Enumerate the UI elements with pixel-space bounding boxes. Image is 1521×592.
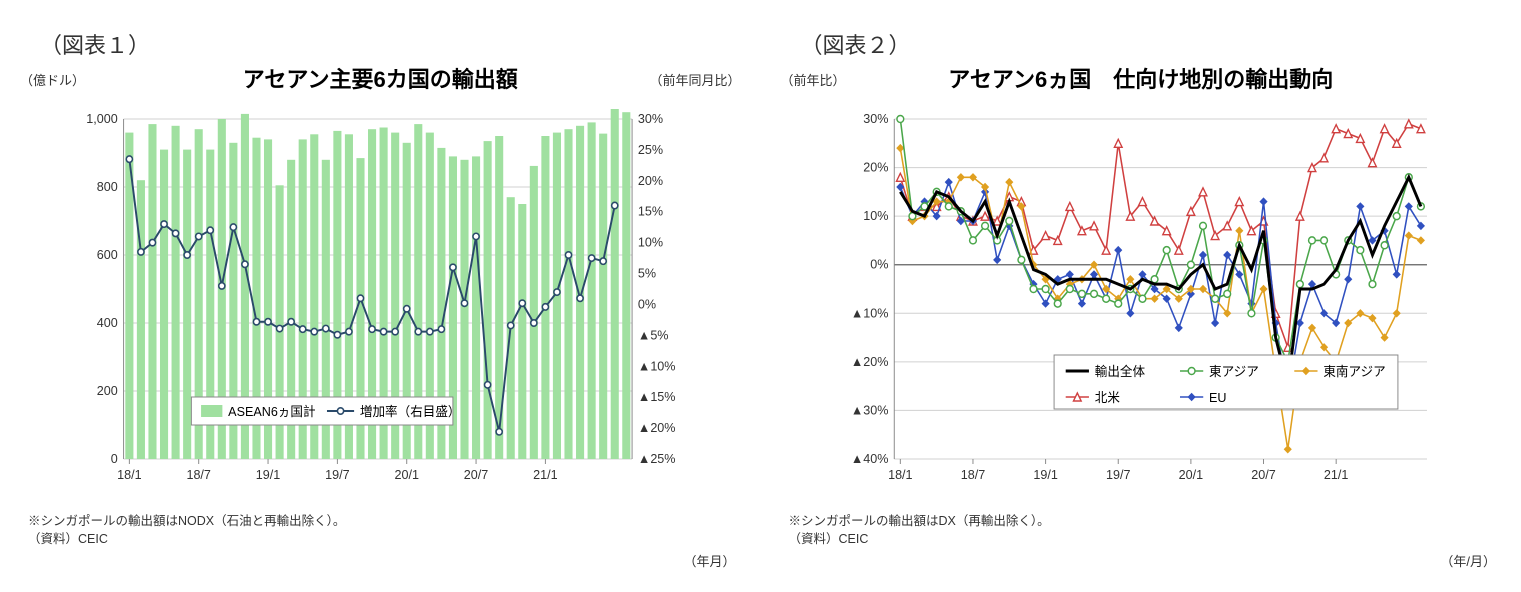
svg-text:21/1: 21/1 — [1323, 467, 1347, 482]
svg-text:30%: 30% — [638, 111, 663, 126]
chart2-plot: 30% 20% 10% 0% ▲10% ▲20% ▲30% ▲40%18/1 18/7 19/1 1… — [841, 109, 1442, 489]
svg-text:18/1: 18/1 — [888, 467, 912, 482]
svg-text:北米: 北米 — [1094, 390, 1119, 405]
svg-text:▲25%: ▲25% — [638, 451, 676, 466]
svg-text:▲5%: ▲5% — [638, 327, 669, 342]
svg-text:20/1: 20/1 — [394, 467, 418, 482]
svg-text:▲20%: ▲20% — [638, 420, 676, 435]
svg-text:▲15%: ▲15% — [638, 389, 676, 404]
chart2-caption: （図表２） — [801, 28, 911, 60]
svg-text:19/1: 19/1 — [1033, 467, 1057, 482]
svg-text:EU: EU — [1209, 390, 1226, 405]
svg-text:▲10%: ▲10% — [850, 305, 888, 320]
svg-text:600: 600 — [97, 247, 118, 262]
chart1-caption: （図表１） — [40, 28, 150, 60]
chart2-panel: （図表２） アセアン6ヵ国 仕向け地別の輸出動向 （前年比） 30% 20% 10%… — [761, 0, 1521, 592]
svg-text:▲30%: ▲30% — [850, 402, 888, 417]
svg-text:30%: 30% — [863, 111, 888, 126]
chart1-plot: 0 200 400 600 800 1,000 30% 25% 20% 15% 10% 5% 0% ▲5%… — [80, 109, 681, 489]
chart2-y-left-label: （前年比） — [781, 70, 846, 89]
svg-text:増加率（右目盛）: 増加率（右目盛） — [360, 404, 461, 419]
svg-text:東アジア: 東アジア — [1209, 364, 1259, 379]
svg-text:15%: 15% — [638, 204, 663, 219]
svg-text:18/1: 18/1 — [117, 467, 141, 482]
chart2-svg: 30% 20% 10% 0% ▲10% ▲20% ▲30% ▲40%18/1 18/7 19/1 1… — [841, 109, 1442, 489]
svg-text:400: 400 — [97, 315, 118, 330]
svg-text:1,000: 1,000 — [86, 111, 117, 126]
svg-text:0%: 0% — [638, 296, 656, 311]
svg-text:18/7: 18/7 — [186, 467, 210, 482]
chart1-y-right-label: （前年同月比） — [649, 70, 740, 89]
chart1-svg: 0 200 400 600 800 1,000 30% 25% 20% 15% 10% 5% 0% ▲5%… — [80, 109, 681, 489]
chart1-footnote-1: ※シンガポールの輸出額はNODX（石油と再輸出除く）。 — [28, 514, 345, 528]
svg-text:800: 800 — [97, 179, 118, 194]
svg-text:19/1: 19/1 — [256, 467, 280, 482]
svg-text:▲20%: ▲20% — [850, 354, 888, 369]
chart2-title: アセアン6ヵ国 仕向け地別の輸出動向 — [781, 62, 1502, 94]
svg-text:19/7: 19/7 — [325, 467, 349, 482]
chart2-x-title: （年/月） — [1440, 551, 1496, 570]
chart1-footnote-2: （資料）CEIC — [28, 532, 108, 546]
chart1-x-title: （年月） — [683, 551, 735, 570]
chart2-footnote-2: （資料）CEIC — [789, 532, 869, 546]
svg-text:18/7: 18/7 — [960, 467, 984, 482]
svg-text:輸出全体: 輸出全体 — [1094, 364, 1145, 379]
svg-text:東南アジア: 東南アジア — [1323, 364, 1385, 379]
svg-text:0%: 0% — [870, 257, 888, 272]
svg-text:5%: 5% — [638, 265, 656, 280]
svg-text:20/7: 20/7 — [1251, 467, 1275, 482]
svg-text:20%: 20% — [863, 159, 888, 174]
chart1-y-left-label: （億ドル） — [20, 70, 85, 89]
chart1-panel: （図表１） アセアン主要6カ国の輸出額 （億ドル） （前年同月比） 0 200 40… — [0, 0, 761, 592]
svg-text:▲10%: ▲10% — [638, 358, 676, 373]
chart2-footnote: ※シンガポールの輸出額はDX（再輸出除く）。 （資料）CEIC — [789, 513, 1050, 548]
svg-text:200: 200 — [97, 383, 118, 398]
svg-text:19/7: 19/7 — [1106, 467, 1130, 482]
svg-text:20%: 20% — [638, 173, 663, 188]
chart1-title: アセアン主要6カ国の輸出額 — [20, 62, 741, 94]
svg-text:▲40%: ▲40% — [850, 451, 888, 466]
svg-text:21/1: 21/1 — [533, 467, 557, 482]
svg-text:10%: 10% — [863, 208, 888, 223]
svg-text:20/7: 20/7 — [464, 467, 488, 482]
svg-text:ASEAN6ヵ国計: ASEAN6ヵ国計 — [228, 404, 316, 419]
chart2-footnote-1: ※シンガポールの輸出額はDX（再輸出除く）。 — [789, 514, 1050, 528]
svg-text:20/1: 20/1 — [1178, 467, 1202, 482]
svg-text:10%: 10% — [638, 234, 663, 249]
svg-text:0: 0 — [111, 451, 118, 466]
chart1-footnote: ※シンガポールの輸出額はNODX（石油と再輸出除く）。 （資料）CEIC — [28, 513, 345, 548]
svg-text:25%: 25% — [638, 142, 663, 157]
